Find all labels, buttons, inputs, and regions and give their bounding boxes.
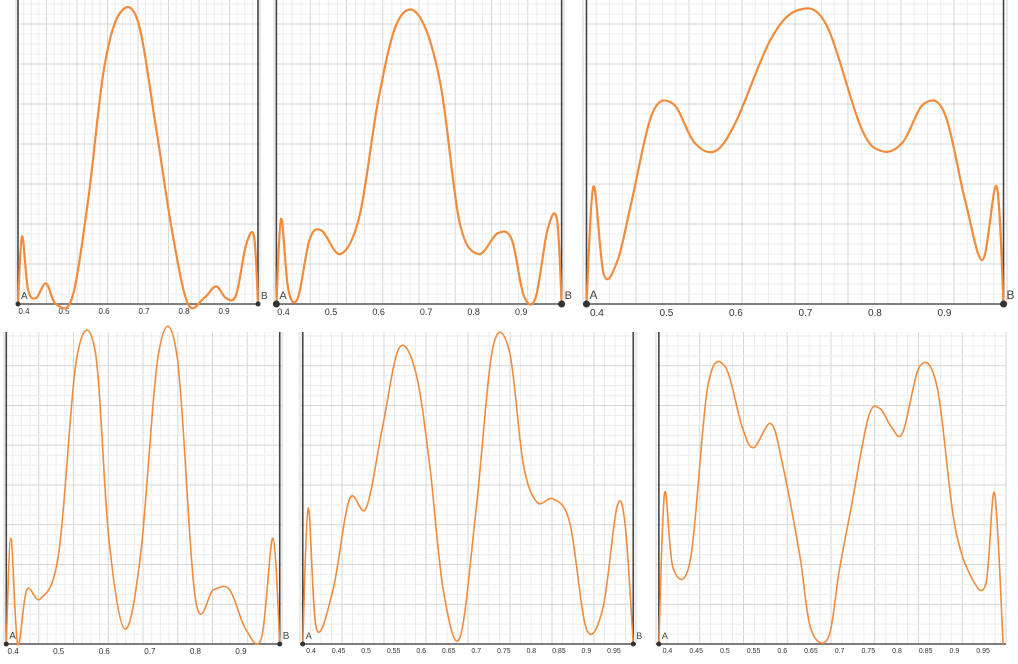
x-tick-label: 0.7 xyxy=(471,648,481,655)
point-a[interactable] xyxy=(300,641,306,647)
x-tick-label: 0.75 xyxy=(861,648,875,655)
series-curve xyxy=(301,331,635,645)
point-a[interactable] xyxy=(656,641,662,647)
x-tick-label: 0.4 xyxy=(590,308,604,319)
x-tick-label: 0.6 xyxy=(99,647,111,656)
x-tick-label: 0.6 xyxy=(416,648,426,655)
point-label-b: B xyxy=(1007,288,1015,302)
point-label-b: B xyxy=(565,290,572,302)
chart-panel-2: 0.4 0.5 0.6 0.7 0.8 0.9 A B xyxy=(272,0,572,318)
x-tick-label: 0.5 xyxy=(58,307,70,316)
gridlines xyxy=(273,0,565,305)
x-tick-label: 0.95 xyxy=(976,648,990,655)
point-label-a: A xyxy=(21,291,28,302)
gridlines xyxy=(15,0,261,305)
x-tick-label: 0.75 xyxy=(497,648,511,655)
x-tick-label: 0.7 xyxy=(798,308,812,319)
chart-panel-4: 0.4 0.5 0.6 0.7 0.8 0.9 A B xyxy=(3,325,290,658)
point-a[interactable] xyxy=(3,641,9,647)
point-label-b: B xyxy=(261,291,268,302)
x-tick-label: 0.5 xyxy=(53,647,65,656)
x-tick-label: 0.5 xyxy=(361,648,371,655)
point-b[interactable] xyxy=(277,641,283,647)
chart-panel-6: 0.4 0.45 0.5 0.55 0.6 0.65 0.7 0.75 0.8 0.85 0.9 0.… xyxy=(655,332,1007,658)
gridlines xyxy=(299,332,637,645)
x-tick-label: 0.65 xyxy=(442,648,456,655)
x-tick-label: 0.6 xyxy=(729,308,743,319)
x-tick-label: 0.85 xyxy=(919,648,933,655)
x-tick-label: 0.7 xyxy=(138,307,150,316)
point-label-b: B xyxy=(283,631,290,642)
point-a[interactable] xyxy=(272,300,280,308)
x-tick-label: 0.4 xyxy=(306,648,316,655)
series-curve xyxy=(5,325,281,646)
point-label-b: B xyxy=(636,631,642,641)
point-b[interactable] xyxy=(630,641,636,647)
x-tick-label: 0.55 xyxy=(387,648,401,655)
x-tick-label: 0.4 xyxy=(18,307,30,316)
x-tick-label: 0.4 xyxy=(663,648,673,655)
x-tick-label: 0.7 xyxy=(835,648,845,655)
x-tick-label: 0.85 xyxy=(552,648,566,655)
point-label-a: A xyxy=(279,290,287,302)
x-tick-label: 0.5 xyxy=(720,648,730,655)
x-tick-label: 0.7 xyxy=(144,647,156,656)
series-curve xyxy=(16,6,260,310)
x-tick-label: 0.8 xyxy=(467,307,480,317)
x-tick-label: 0.95 xyxy=(607,648,621,655)
point-label-a: A xyxy=(9,631,16,642)
point-b[interactable] xyxy=(1000,300,1008,308)
x-tick-label: 0.9 xyxy=(582,648,592,655)
point-label-a: A xyxy=(662,631,668,641)
x-tick-label: 0.9 xyxy=(937,308,951,319)
point-b[interactable] xyxy=(558,300,566,308)
series-curve xyxy=(275,8,563,306)
point-b[interactable] xyxy=(255,301,261,307)
gridlines xyxy=(655,332,1007,645)
x-tick-label: 0.4 xyxy=(277,307,290,317)
x-tick-label: 0.6 xyxy=(372,307,385,317)
x-tick-label: 0.6 xyxy=(98,307,110,316)
point-label-a: A xyxy=(589,288,597,302)
x-tick-label: 0.45 xyxy=(332,648,346,655)
x-tick-label: 0.8 xyxy=(892,648,902,655)
point-a[interactable] xyxy=(582,300,590,308)
x-tick-label: 0.9 xyxy=(235,647,247,656)
x-tick-label: 0.8 xyxy=(868,308,882,319)
x-tick-label: 0.5 xyxy=(659,308,673,319)
chart-panel-5: 0.4 0.45 0.5 0.55 0.6 0.65 0.7 0.75 0.8 0.85 0.9 0.… xyxy=(299,331,642,658)
x-tick-label: 0.8 xyxy=(190,647,202,656)
point-a[interactable] xyxy=(15,301,21,307)
x-tick-label: 0.9 xyxy=(949,648,959,655)
x-tick-label: 0.8 xyxy=(526,648,536,655)
x-tick-label: 0.9 xyxy=(218,307,230,316)
chart-panel-3: 0.4 0.5 0.6 0.7 0.8 0.9 A B xyxy=(582,0,1015,319)
x-tick-label: 0.4 xyxy=(8,647,20,656)
x-tick-label: 0.65 xyxy=(804,648,818,655)
chart-panel-1: 0.4 0.5 0.6 0.7 0.8 0.9 A B xyxy=(15,0,268,318)
series-curve xyxy=(585,7,1005,305)
series-curve xyxy=(658,360,1004,645)
x-tick-label: 0.6 xyxy=(777,648,787,655)
x-tick-label: 0.8 xyxy=(178,307,190,316)
x-tick-label: 0.5 xyxy=(325,307,338,317)
x-tick-label: 0.9 xyxy=(515,307,528,317)
point-label-a: A xyxy=(306,631,312,641)
x-tick-label: 0.45 xyxy=(689,648,703,655)
x-tick-label: 0.7 xyxy=(420,307,433,317)
x-tick-label: 0.55 xyxy=(747,648,761,655)
